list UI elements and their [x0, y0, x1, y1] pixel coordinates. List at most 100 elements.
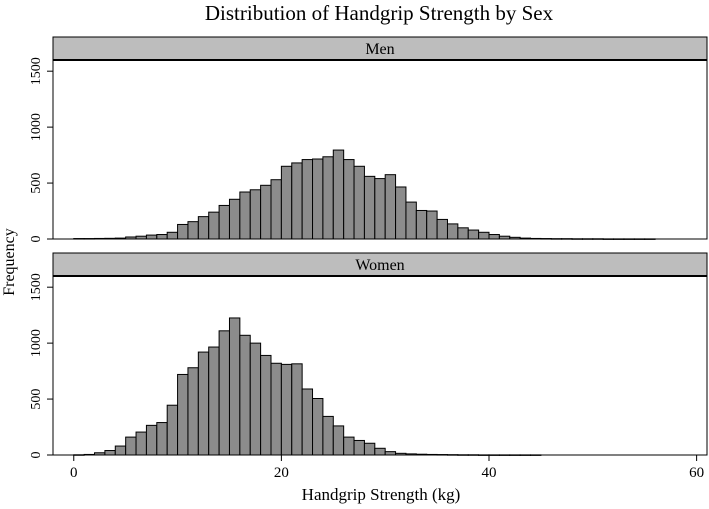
bar-men-14: [218, 204, 230, 240]
x-axis-label: Handgrip Strength (kg): [302, 485, 461, 504]
bar-men-37: [457, 227, 469, 240]
bar-men-27: [353, 165, 365, 240]
y-tick-label-men-0: 0: [29, 236, 44, 243]
bar-men-7: [145, 234, 158, 240]
bar-men-26: [343, 159, 355, 240]
y-tick-label-women-1000: 1000: [29, 329, 44, 357]
bar-men-48: [571, 238, 583, 240]
bar-men-42: [509, 236, 521, 240]
bar-women-7: [145, 424, 158, 456]
bar-women-6: [135, 431, 147, 456]
x-tick-label-0: 0: [70, 465, 78, 481]
bar-women-22: [301, 388, 314, 456]
bar-men-15: [228, 198, 241, 240]
bar-men-3: [104, 237, 116, 240]
x-tick-label-60: 60: [689, 465, 704, 481]
bar-men-6: [135, 235, 147, 240]
y-tick-label-men-500: 500: [29, 173, 44, 194]
chart-title: Distribution of Handgrip Strength by Sex: [205, 1, 554, 25]
y-axis-label: Frequency: [1, 228, 18, 296]
bar-women-36: [446, 454, 459, 456]
bar-men-52: [613, 238, 625, 240]
bar-women-0: [73, 454, 85, 456]
bar-men-5: [125, 236, 137, 240]
y-tick-label-women-0: 0: [29, 452, 44, 459]
bar-women-21: [291, 363, 303, 456]
bar-men-41: [498, 235, 511, 240]
bar-men-1: [83, 238, 96, 240]
bar-men-46: [550, 238, 563, 240]
bar-women-23: [312, 398, 324, 456]
bar-women-34: [426, 453, 438, 456]
bar-men-34: [426, 210, 438, 240]
bar-men-53: [623, 238, 635, 240]
bar-women-39: [478, 454, 490, 456]
bar-men-45: [540, 238, 552, 240]
bar-men-2: [94, 237, 106, 240]
bar-men-43: [519, 237, 532, 240]
bar-men-40: [488, 234, 500, 240]
bar-men-31: [395, 186, 407, 240]
bar-women-30: [384, 451, 397, 456]
x-tick-label-40: 40: [482, 465, 497, 481]
bar-men-30: [384, 174, 397, 240]
bar-women-27: [353, 439, 365, 456]
bar-men-29: [374, 178, 386, 240]
strip-label-women: Women: [355, 257, 404, 274]
bar-women-35: [436, 454, 448, 456]
bar-women-31: [395, 452, 407, 456]
bar-men-36: [446, 223, 459, 240]
bar-women-40: [488, 454, 500, 456]
bar-men-24: [322, 156, 334, 240]
bar-men-23: [312, 158, 324, 240]
bar-women-43: [519, 454, 532, 456]
bar-men-18: [260, 184, 272, 240]
facet-panels: Men 0 500 1000 1500 Women 0 500 1000 1500 0 20 40 60: [29, 36, 708, 481]
bar-women-5: [125, 436, 137, 456]
bar-women-41: [498, 454, 511, 456]
bar-women-38: [467, 454, 480, 456]
bar-women-32: [405, 453, 417, 456]
bar-men-12: [197, 216, 210, 240]
bar-men-20: [280, 165, 293, 240]
bar-women-25: [332, 425, 345, 456]
bar-men-22: [301, 159, 314, 240]
bar-men-17: [249, 189, 262, 240]
bar-women-3: [104, 450, 116, 456]
y-tick-label-men-1000: 1000: [29, 113, 44, 141]
bar-men-16: [239, 191, 251, 240]
bar-women-19: [270, 362, 282, 456]
bar-women-26: [343, 436, 355, 456]
bar-men-25: [332, 149, 345, 240]
bar-men-50: [592, 238, 604, 240]
bar-women-11: [187, 367, 199, 456]
bar-men-39: [478, 231, 490, 240]
y-tick-label-women-1500: 1500: [29, 273, 44, 301]
bar-women-44: [530, 454, 542, 456]
bar-women-20: [280, 363, 293, 456]
bar-women-14: [218, 330, 230, 456]
bar-men-10: [177, 223, 189, 240]
bar-women-33: [415, 453, 428, 456]
y-tick-label-men-1500: 1500: [29, 57, 44, 85]
bar-women-8: [156, 422, 168, 456]
bar-men-55: [644, 238, 656, 240]
bar-men-0: [73, 238, 85, 240]
bar-women-4: [114, 445, 127, 456]
bar-women-17: [249, 342, 262, 456]
bar-men-47: [561, 238, 573, 240]
bar-men-13: [208, 211, 220, 240]
bar-women-9: [166, 404, 179, 456]
bar-men-33: [415, 209, 428, 240]
panel-men: Men 0 500 1000 1500: [29, 36, 708, 243]
bar-men-44: [530, 237, 542, 240]
bar-women-24: [322, 415, 334, 456]
bar-women-15: [228, 317, 241, 456]
bar-men-19: [270, 179, 282, 240]
y-tick-label-women-500: 500: [29, 389, 44, 410]
bar-men-51: [602, 238, 615, 240]
bar-women-1: [83, 453, 96, 456]
bar-women-37: [457, 454, 469, 456]
